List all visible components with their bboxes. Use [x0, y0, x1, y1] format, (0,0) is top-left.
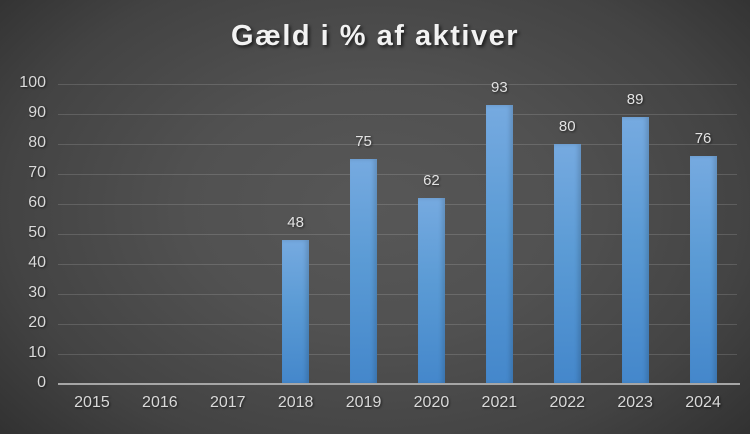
bar-2022[interactable]	[553, 144, 581, 384]
gridline	[58, 293, 737, 295]
data-label: 93	[491, 79, 508, 96]
x-axis-tick-label: 2020	[413, 394, 450, 411]
y-axis-tick-label: 0	[37, 374, 46, 391]
x-axis-line	[58, 383, 740, 385]
gridline	[58, 173, 737, 175]
data-label: 48	[287, 214, 304, 231]
x-axis-tick-label: 2017	[209, 394, 246, 411]
bar-2021[interactable]	[485, 105, 513, 384]
y-axis-tick-label: 100	[19, 74, 46, 91]
y-axis-tick-label: 30	[28, 284, 46, 301]
y-axis-tick-label: 90	[28, 104, 46, 121]
y-axis-tick-label: 70	[28, 164, 46, 181]
gridline	[58, 323, 737, 325]
bar-2018[interactable]	[282, 240, 310, 384]
y-axis-tick-label: 50	[28, 224, 46, 241]
x-axis-tick-label: 2019	[345, 394, 382, 411]
gridline	[58, 143, 737, 145]
bar-2020[interactable]	[417, 198, 445, 384]
gridline	[58, 263, 737, 265]
y-axis-tick-label: 80	[28, 134, 46, 151]
x-axis-tick-label: 2022	[549, 394, 586, 411]
data-label: 80	[558, 118, 576, 135]
gridline	[58, 353, 737, 355]
gridline	[58, 83, 737, 85]
x-axis-tick-label: 2018	[277, 394, 314, 411]
data-label: 75	[355, 133, 372, 150]
data-label: 89	[626, 91, 644, 108]
x-axis-tick-label: 2015	[74, 394, 110, 411]
y-axis-tick-label: 40	[28, 254, 46, 271]
data-label: 76	[694, 130, 712, 147]
y-axis-tick-label: 60	[28, 194, 46, 211]
x-axis-tick-label: 2024	[685, 394, 721, 411]
gridline	[58, 203, 737, 205]
x-axis-tick-label: 2021	[481, 394, 518, 411]
bar-2019[interactable]	[350, 159, 378, 384]
y-axis-tick-label: 20	[28, 314, 46, 331]
x-axis-tick-label: 2023	[617, 394, 653, 411]
x-axis-tick-label: 2016	[142, 394, 178, 411]
data-label: 62	[423, 172, 440, 189]
gridline	[58, 233, 737, 235]
bar-2024[interactable]	[689, 156, 717, 384]
y-axis-tick-label: 10	[28, 344, 46, 361]
chart-title: Gæld i % af aktiver	[231, 20, 519, 52]
bar-2023[interactable]	[621, 117, 649, 384]
gridline	[58, 113, 737, 115]
